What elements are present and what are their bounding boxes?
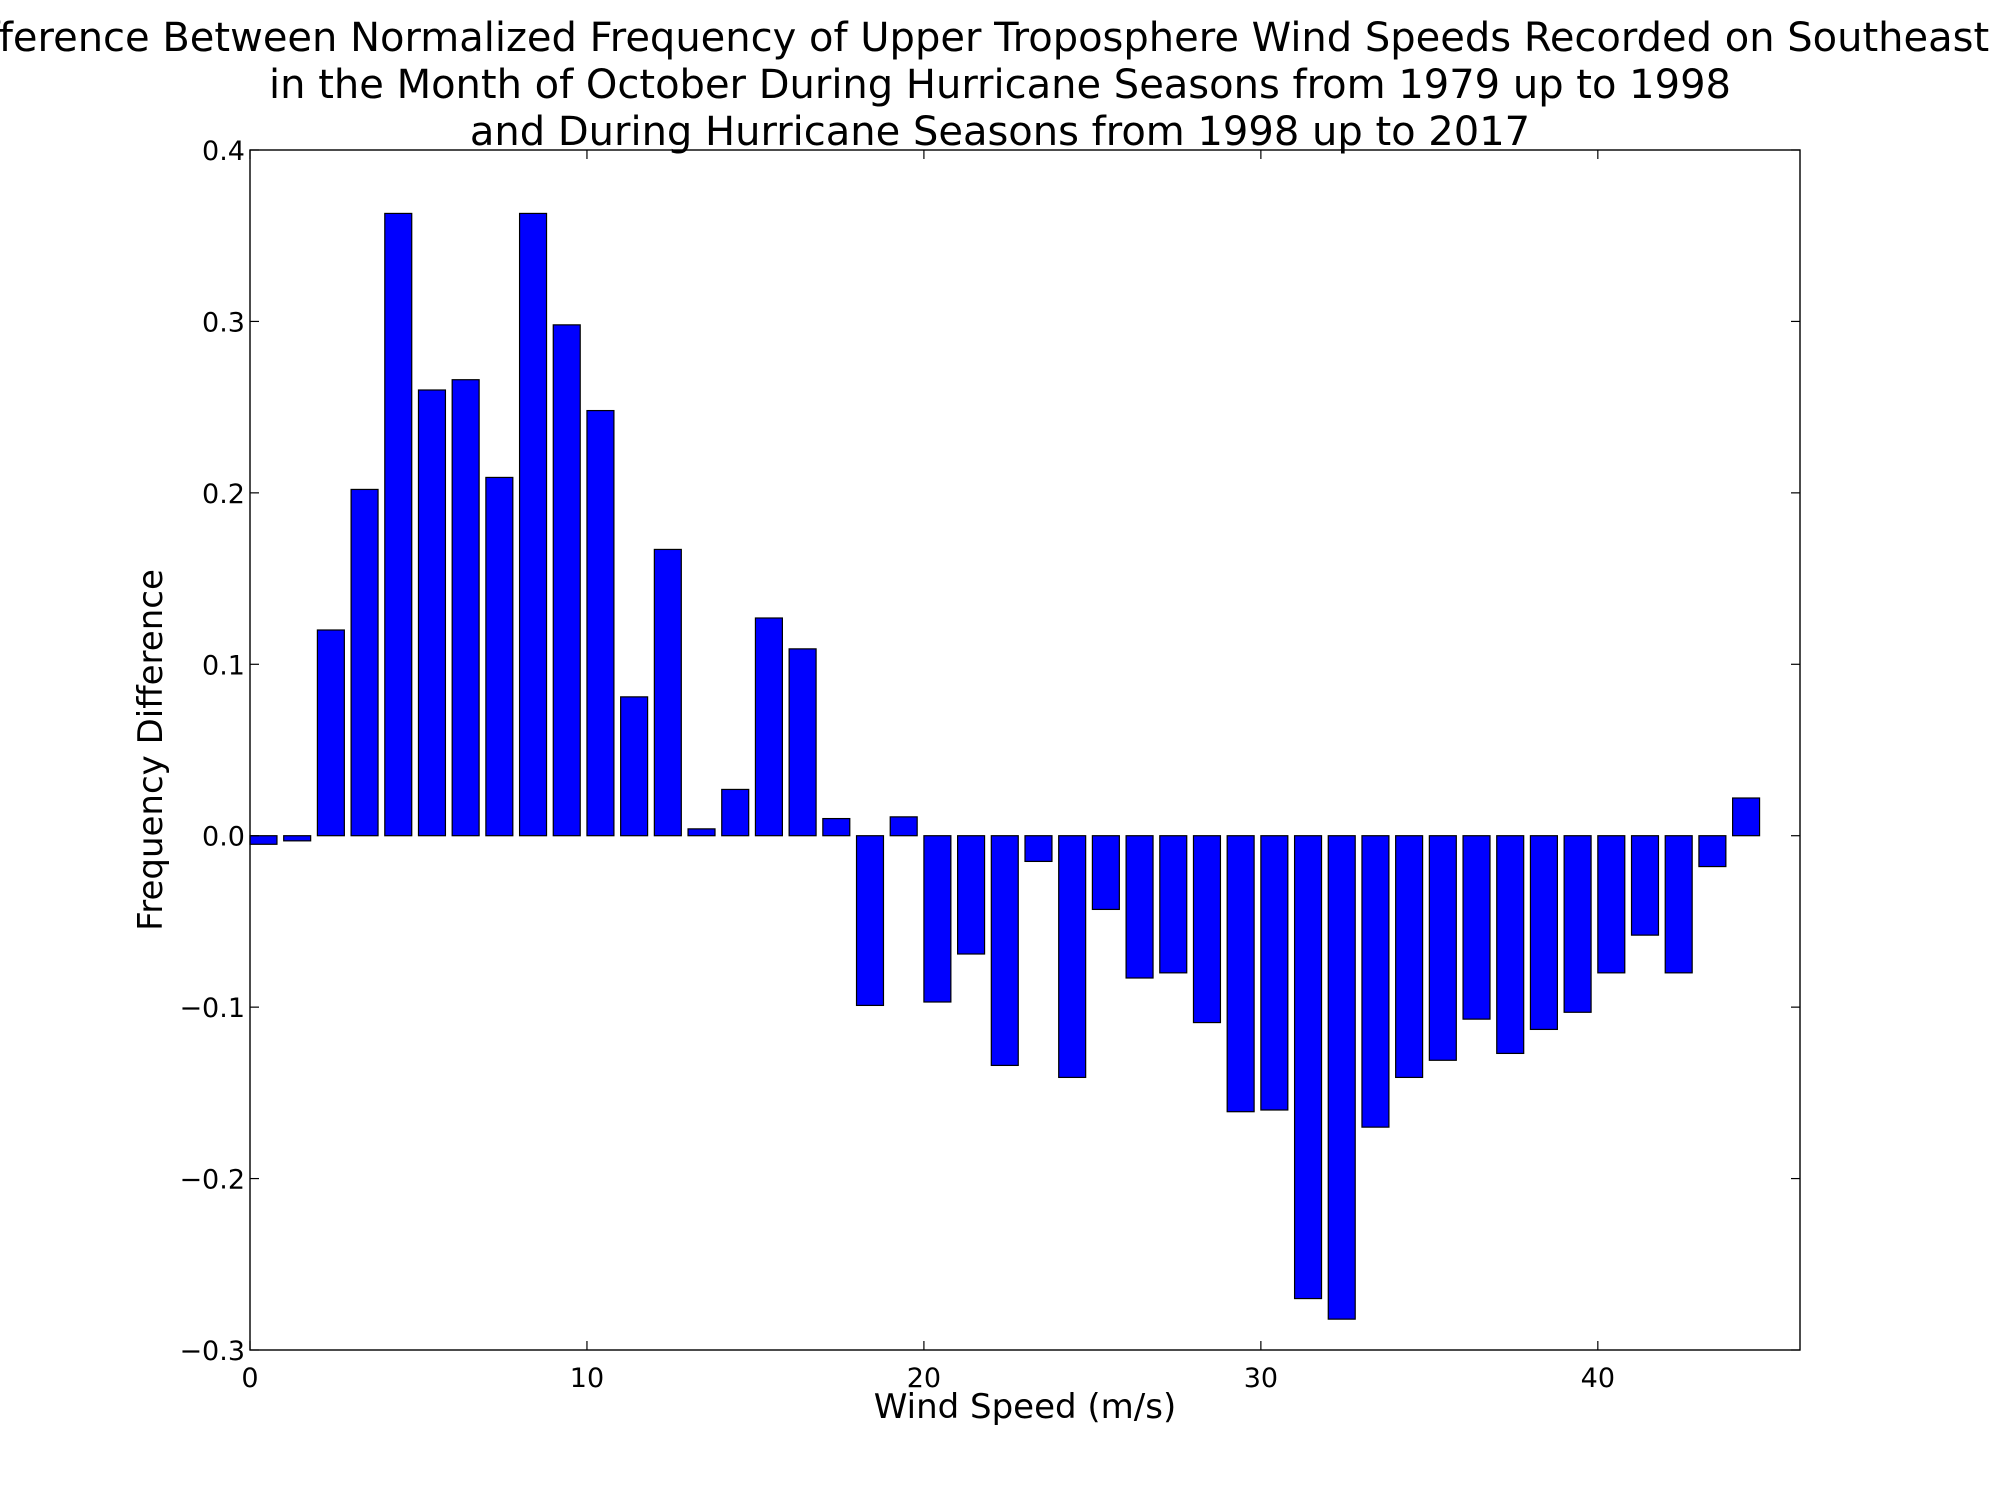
bars-group xyxy=(249,212,1761,1320)
bar-13 xyxy=(687,828,716,837)
bar-42 xyxy=(1664,835,1693,974)
bar-29 xyxy=(1226,835,1255,1113)
bar-36 xyxy=(1462,835,1491,1020)
x-tick-label-0: 0 xyxy=(241,1363,258,1394)
chart-title-line-3: and During Hurricane Seasons from 1998 u… xyxy=(470,109,1530,155)
bar-41 xyxy=(1630,835,1660,936)
bar-11 xyxy=(620,696,649,837)
bar-16 xyxy=(788,648,817,837)
x-tick-label-2: 20 xyxy=(907,1363,941,1394)
bar-43 xyxy=(1698,835,1727,868)
y-tick-label-1: −0.2 xyxy=(179,1165,245,1196)
x-tick-label-3: 30 xyxy=(1244,1363,1278,1394)
tick-labels-group: 0 10 20 30 40 −0.3 −0.2 −0.1 0.0 0.1 0.2 0.3 0.4 xyxy=(179,136,1615,1394)
bar-28 xyxy=(1192,835,1222,1024)
y-tick-label-6: 0.3 xyxy=(202,307,245,338)
chart-title-line-2: in the Month of October During Hurricane… xyxy=(269,62,1731,108)
bar-44 xyxy=(1732,797,1761,837)
y-tick-label-0: −0.3 xyxy=(179,1336,245,1367)
plot-frame xyxy=(249,149,1801,1351)
bar-10 xyxy=(586,409,615,837)
bar-30 xyxy=(1260,835,1289,1111)
bar-35 xyxy=(1428,835,1457,1061)
bar-6 xyxy=(451,379,480,837)
bar-2 xyxy=(316,629,345,837)
bar-40 xyxy=(1597,835,1626,974)
y-tick-label-4: 0.1 xyxy=(202,650,245,681)
bar-5 xyxy=(417,389,447,837)
bar-31 xyxy=(1293,835,1323,1300)
bar-0 xyxy=(249,835,278,845)
bar-18 xyxy=(855,835,885,1007)
bar-14 xyxy=(721,788,750,837)
bar-38 xyxy=(1529,835,1558,1031)
bar-24 xyxy=(1058,835,1087,1079)
bar-19 xyxy=(889,816,918,837)
chart-title-line-1: Difference Between Normalized Frequency … xyxy=(0,15,2000,61)
bar-9 xyxy=(552,324,581,837)
bar-4 xyxy=(384,212,413,837)
bar-3 xyxy=(350,488,379,837)
bar-12 xyxy=(653,548,682,837)
y-tick-label-5: 0.2 xyxy=(202,479,245,510)
y-axis-label: Frequency Difference xyxy=(131,569,171,931)
x-tick-label-1: 10 xyxy=(570,1363,604,1394)
bar-39 xyxy=(1563,835,1592,1013)
bar-27 xyxy=(1159,835,1188,974)
bar-15 xyxy=(754,617,783,837)
bar-20 xyxy=(923,835,952,1003)
bar-1 xyxy=(283,835,312,842)
x-axis-label: Wind Speed (m/s) xyxy=(874,1387,1176,1427)
bar-21 xyxy=(957,835,986,955)
bar-22 xyxy=(990,835,1019,1067)
bar-17 xyxy=(822,817,851,837)
bar-37 xyxy=(1496,835,1525,1055)
bar-8 xyxy=(518,212,548,837)
bar-34 xyxy=(1395,835,1424,1079)
bar-26 xyxy=(1125,835,1154,979)
x-tick-label-4: 40 xyxy=(1581,1363,1615,1394)
bar-33 xyxy=(1361,835,1390,1128)
bar-23 xyxy=(1024,835,1053,863)
y-tick-label-3: 0.0 xyxy=(202,822,245,853)
y-tick-label-7: 0.4 xyxy=(202,136,245,167)
y-tick-label-2: −0.1 xyxy=(179,993,245,1024)
ticks-group xyxy=(249,149,1800,1351)
bar-25 xyxy=(1091,835,1120,911)
bar-7 xyxy=(485,476,514,837)
bar-32 xyxy=(1327,835,1356,1320)
